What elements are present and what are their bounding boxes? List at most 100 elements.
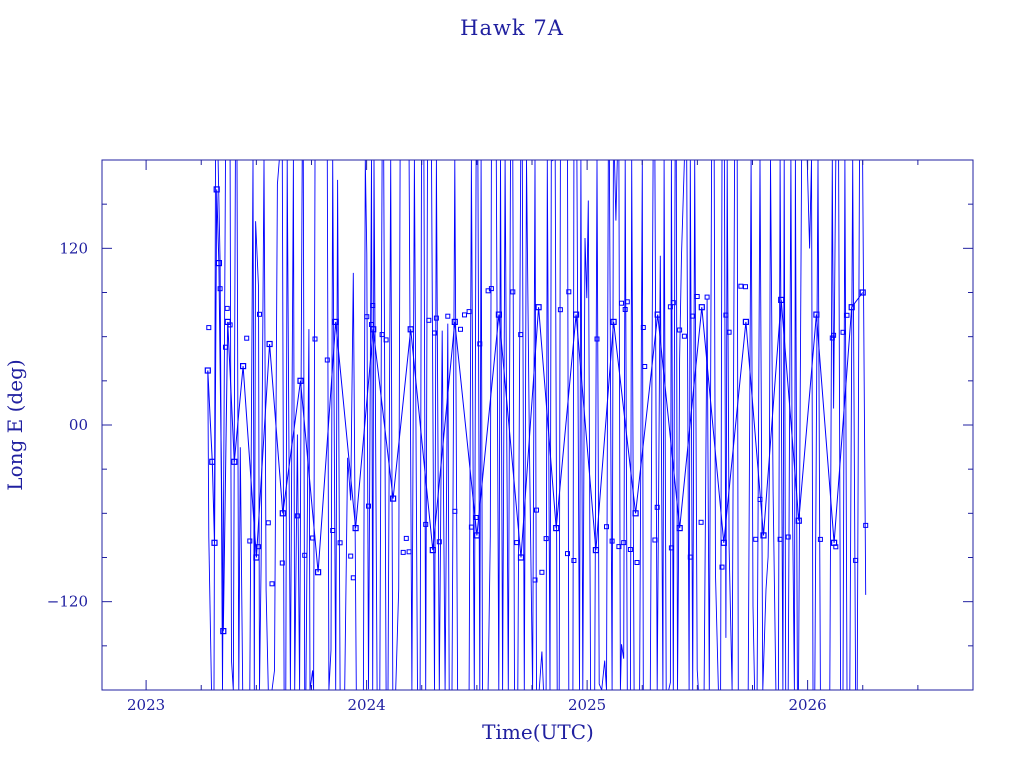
trace-marker <box>366 503 371 509</box>
data-point <box>315 569 322 576</box>
trace-marker <box>609 538 615 544</box>
trace-marker <box>379 332 385 338</box>
trace-marker <box>468 524 474 530</box>
trace-marker <box>473 515 479 520</box>
y-axis-label: Long E (deg) <box>3 359 27 490</box>
data-point <box>495 311 502 318</box>
trace-marker <box>452 508 458 514</box>
data-point <box>698 304 705 311</box>
trace-marker <box>844 312 850 318</box>
data-point <box>220 627 227 635</box>
data-point <box>517 554 525 561</box>
trace-marker <box>532 577 538 583</box>
data-point <box>407 326 414 333</box>
trace-marker <box>312 336 318 342</box>
data-point <box>253 554 260 561</box>
trace-marker <box>652 537 658 543</box>
trace-marker <box>458 326 463 332</box>
trace-marker <box>571 558 577 563</box>
y-tick-label: −120 <box>47 593 88 611</box>
trace-marker <box>330 528 336 533</box>
data-point <box>535 304 542 311</box>
data-point <box>370 326 377 333</box>
trace-marker <box>624 299 630 305</box>
trace-marker <box>566 289 572 295</box>
data-point <box>231 458 238 465</box>
trace-marker <box>488 286 494 292</box>
trace-marker <box>294 513 300 519</box>
data-point <box>473 532 480 539</box>
chart-title: Hawk 7A <box>460 16 564 40</box>
trace-marker <box>510 289 516 295</box>
trace-marker <box>694 294 700 299</box>
trace-marker <box>690 313 696 319</box>
series-line <box>207 189 864 632</box>
data-point <box>676 524 683 532</box>
trace-marker <box>370 303 376 308</box>
trace-marker <box>403 535 409 541</box>
trace-marker <box>642 364 648 369</box>
data-point <box>813 311 820 318</box>
trace-marker <box>244 335 250 341</box>
trace-marker <box>436 539 442 545</box>
dense-trace <box>206 159 869 691</box>
trace-marker <box>432 330 437 336</box>
trace-marker <box>831 332 837 338</box>
trace-marker <box>829 335 835 341</box>
x-tick-label: 2025 <box>568 696 606 714</box>
data-point <box>429 546 436 554</box>
data-point <box>572 311 580 318</box>
data-point <box>795 517 802 524</box>
trace-marker <box>681 333 687 339</box>
trace-marker <box>543 536 549 542</box>
data-point <box>742 318 750 325</box>
axis-ticks: 2023 2024 2025 2026 −120 00 120 <box>47 160 974 714</box>
data-point <box>848 304 855 311</box>
data-point <box>213 186 220 193</box>
data-point <box>224 318 231 325</box>
trace-marker <box>853 557 859 563</box>
trace-marker <box>257 311 262 317</box>
data-point <box>390 495 397 502</box>
series-layer <box>204 186 866 635</box>
trace-marker <box>565 551 570 557</box>
trace-marker <box>863 522 869 528</box>
trace-marker <box>719 564 725 570</box>
trace-marker <box>687 554 693 560</box>
data-point <box>279 510 286 517</box>
trace-marker <box>704 294 710 300</box>
trace-marker <box>477 341 483 347</box>
trace-marker <box>670 300 676 306</box>
data-point <box>332 318 339 325</box>
trace-marker <box>518 332 524 338</box>
trace-marker <box>265 520 271 526</box>
trace-marker <box>627 547 633 552</box>
trace-marker <box>743 284 748 290</box>
trace-marker <box>604 524 609 530</box>
trace-marker <box>840 329 846 335</box>
trace-marker <box>423 521 429 527</box>
data-point <box>830 539 838 546</box>
trace-marker <box>534 507 539 513</box>
trace-marker <box>406 549 412 555</box>
trace-marker <box>348 553 354 559</box>
longitude-trace <box>207 159 867 691</box>
trace-marker <box>324 357 330 363</box>
data-point <box>654 311 661 318</box>
data-point <box>211 539 218 546</box>
trace-marker <box>667 304 673 310</box>
x-tick-label: 2024 <box>348 696 386 714</box>
trace-marker <box>594 336 600 342</box>
trace-marker <box>621 540 627 546</box>
trace-marker <box>269 581 275 587</box>
data-point <box>720 539 727 546</box>
data-point <box>215 260 222 267</box>
trace-marker <box>350 575 356 581</box>
data-point <box>297 377 304 384</box>
data-point <box>266 340 273 348</box>
trace-marker <box>557 307 563 313</box>
trace-marker <box>785 534 791 540</box>
trace-marker <box>726 329 732 335</box>
trace-marker <box>383 337 389 343</box>
